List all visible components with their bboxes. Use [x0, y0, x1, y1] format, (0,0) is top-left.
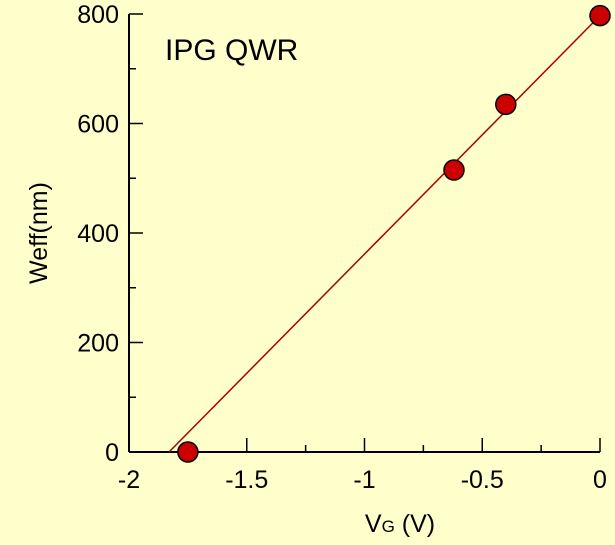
x-axis-title-unit: (V)	[395, 510, 435, 538]
plot-annotation: IPG QWR	[165, 34, 298, 67]
y-axis-title: Weff(nm)	[25, 182, 53, 284]
data-point	[443, 159, 465, 181]
x-axis-title-main: V	[365, 510, 382, 538]
y-tick-label: 0	[105, 439, 119, 467]
axes	[128, 14, 600, 453]
x-tick-label: 0	[593, 466, 607, 494]
fit-line-group	[168, 15, 601, 453]
y-tick-label: 200	[77, 330, 119, 358]
x-axis-title-subscript: G	[382, 517, 395, 536]
x-tick-label: -1	[353, 466, 375, 494]
data-point	[495, 93, 517, 116]
tick-labels: -2 -1.5 -1 -0.5 0 0 200 400 600 800	[77, 1, 607, 494]
y-tick-label: 400	[77, 220, 119, 248]
data-points	[177, 4, 611, 463]
data-point	[589, 4, 611, 27]
y-tick-label: 600	[77, 111, 119, 139]
x-tick-label: -1.5	[225, 466, 268, 494]
x-tick-label: -2	[118, 466, 140, 494]
y-tick-label: 800	[77, 1, 119, 29]
data-point	[177, 441, 199, 463]
fit-line	[168, 15, 601, 453]
x-axis-title: VG (V)	[365, 510, 435, 538]
x-tick-label: -0.5	[461, 466, 504, 494]
ticks	[128, 13, 601, 453]
